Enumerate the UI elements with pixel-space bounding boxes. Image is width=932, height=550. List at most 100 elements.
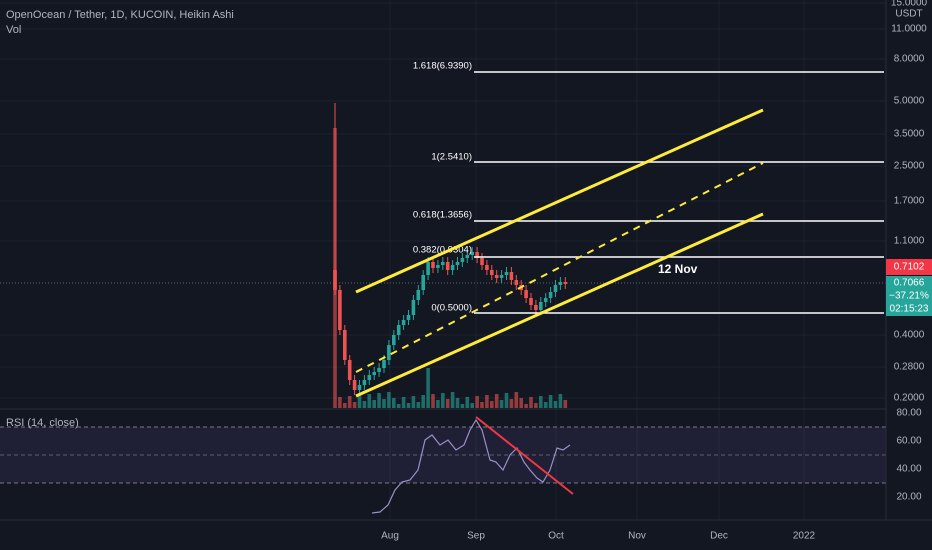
volume-bar [558,394,563,408]
volume-bar [396,404,401,408]
time-label: Aug [381,531,399,542]
volume-bar [553,401,558,408]
price-label: 0.2000 [894,393,925,404]
volume-bar [357,395,362,408]
candle [534,305,538,310]
volume-bar [499,400,504,408]
fib-label: 1(2.5410) [431,152,472,163]
candle [411,300,416,315]
volume-bar [534,403,538,408]
fib-label: 0.618(1.3656) [413,210,472,221]
volume-bar [494,394,499,408]
volume-bar [367,394,372,408]
candle [338,290,342,330]
volume-bar [509,399,514,408]
price-label: 0.4000 [894,330,925,341]
price-label: 3.5000 [894,129,925,140]
candle [455,262,460,265]
candle [524,290,528,298]
candle [392,335,396,345]
current-price: 0.7066 [894,278,925,289]
candle [490,270,494,275]
candle [529,298,533,305]
volume-bar [514,392,519,408]
volume-bar [362,401,367,408]
candle [382,360,386,368]
symbol-title: OpenOcean / Tether, 1D, KUCOIN, Heikin A… [6,9,234,21]
candle [401,320,406,325]
countdown: 02:15:23 [890,304,929,315]
candle [421,275,425,290]
volume-bar [504,393,509,408]
candle [431,262,435,268]
volume-bar [392,398,396,408]
volume-bar [352,402,357,408]
candle [558,282,563,285]
volume-bar [338,397,342,408]
volume-bar [382,399,386,408]
volume-bar [485,395,489,408]
change: −37.21% [889,291,929,302]
candles [333,103,568,408]
current-tag [886,276,932,316]
volume-bar [470,403,474,408]
price-label: 8.0000 [894,54,925,65]
volume-label: Vol [6,24,21,36]
candle [480,258,484,265]
volume-bar [416,402,421,408]
price-label: 1.7000 [894,196,925,207]
volume-bar [490,401,494,408]
unit-label: USDT [895,9,922,20]
volume-bar [548,395,553,408]
volume-bar [450,392,455,408]
price-label: 0.2800 [894,362,925,373]
fib-label: 1.618(6.9390) [413,61,472,72]
volume-bar [421,395,425,408]
candle [426,262,430,275]
candle [548,292,553,298]
volume-bar [524,404,528,408]
time-label: 2022 [793,531,816,542]
price-label: 11.0000 [891,24,927,35]
candle [377,368,381,372]
candle [352,380,357,390]
time-label: Oct [548,531,564,542]
last-price: 0.7102 [894,262,925,273]
candle [504,272,509,275]
rsi-label: 20.00 [896,492,921,503]
volume-bar [455,398,460,408]
candle [406,315,411,320]
volume-bar [372,400,376,408]
fib-label: 0(0.5000) [431,303,472,314]
volume-bar [333,128,337,408]
volume-bar [387,392,391,408]
candle [450,265,455,270]
channel-mid [355,162,764,373]
volume-bar [563,400,568,408]
candle [396,325,401,335]
candle [539,302,543,310]
candle [563,282,568,284]
price-label: 15.0000 [891,0,928,9]
candle [470,252,474,255]
volume-bar [343,403,347,408]
price-label: 2.5000 [894,161,925,172]
volume-bar [445,399,450,408]
volume-bar [480,402,484,408]
time-label: Nov [628,531,646,542]
axis-labels: 15.0000 11.0000 8.0000 5.0000 3.5000 2.5000 1.… [381,0,927,542]
candle [543,298,548,302]
candle [465,255,470,258]
rsi-label: 60.00 [896,436,921,447]
volume-bar [431,394,435,408]
fib-label: 0.382(0.9304) [413,245,472,256]
channel-lower [355,212,764,398]
volume-bar [465,397,470,408]
candle [553,285,558,292]
candle [343,330,347,360]
channel [355,108,764,398]
volume-bar [441,393,445,408]
rsi-label: 40.00 [896,464,921,475]
volume-bar [347,396,352,408]
